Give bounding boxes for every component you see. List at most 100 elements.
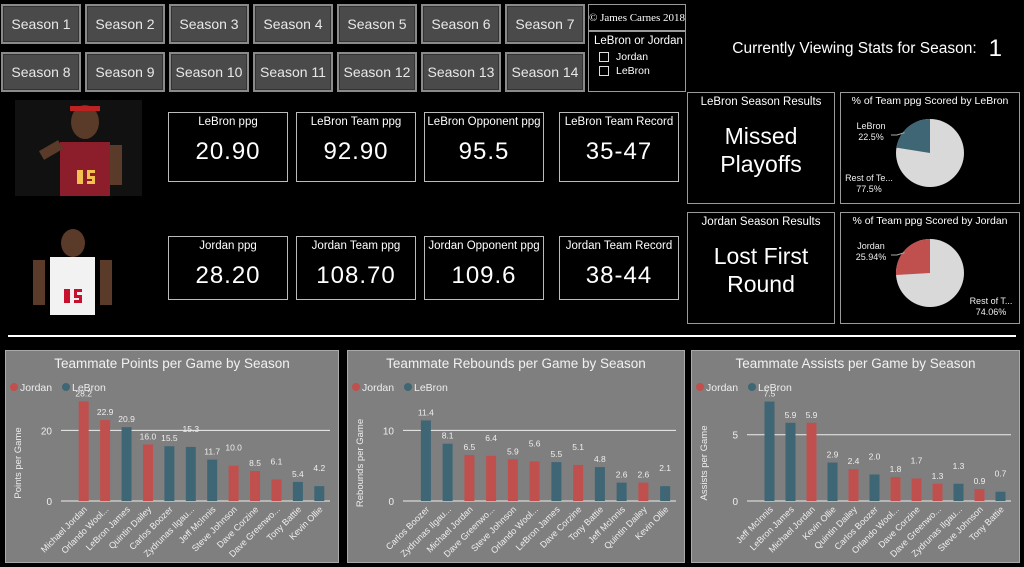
jordan-photo — [15, 225, 130, 315]
bar-lebron — [869, 474, 880, 501]
legend-label: Jordan — [20, 382, 52, 394]
data-label: 20.9 — [118, 414, 135, 424]
season-button-12[interactable]: Season 12 — [337, 52, 417, 92]
season-button-10[interactable]: Season 10 — [169, 52, 249, 92]
jordan-stat-card: Jordan ppg 28.20 — [168, 236, 288, 300]
legend-marker-jordan — [696, 383, 704, 391]
lebron-pie-card: % of Team ppg Scored by LeBron LeBron 22.… — [840, 92, 1020, 204]
points-chart: Teammate Points per Game by Season Jordan… — [5, 350, 339, 563]
stat-label: Jordan Opponent ppg — [428, 240, 540, 252]
bar-jordan — [250, 470, 261, 501]
data-label: 5.9 — [806, 410, 818, 420]
legend-label: LeBron — [758, 382, 792, 394]
bar-lebron — [995, 491, 1006, 501]
season-button-11[interactable]: Season 11 — [253, 52, 333, 92]
data-label: 1.3 — [953, 461, 965, 471]
season-button-14[interactable]: Season 14 — [505, 52, 585, 92]
season-button-13[interactable]: Season 13 — [421, 52, 501, 92]
stat-value: 92.90 — [323, 138, 389, 165]
y-tick-label: 0 — [388, 497, 394, 508]
stat-value: 95.5 — [458, 138, 510, 165]
data-label: 0.7 — [995, 469, 1007, 479]
bar-jordan — [890, 477, 901, 501]
legend-label: LeBron — [72, 382, 106, 394]
season-button-3[interactable]: Season 3 — [169, 4, 249, 44]
data-label: 6.4 — [485, 433, 497, 443]
lebron-stat-card: LeBron ppg 20.90 — [168, 112, 288, 182]
lebron-pie-title: % of Team ppg Scored by LeBron — [851, 95, 1009, 107]
checkbox-icon[interactable] — [599, 66, 609, 76]
pie-rest-pct: 77.5% — [856, 184, 882, 194]
legend-marker-lebron — [404, 383, 412, 391]
stat-value: 20.90 — [195, 138, 261, 165]
bar-jordan — [228, 465, 239, 501]
header: Currently Viewing Stats for Season: 1 — [690, 32, 1002, 66]
checkbox-jordan[interactable]: Jordan — [599, 50, 685, 64]
chart-title: Teammate Assists per Game by Season — [735, 356, 975, 371]
data-label: 1.7 — [911, 455, 923, 465]
bar-lebron — [121, 427, 132, 501]
copyright-text: © James Carnes 2018 — [588, 11, 686, 24]
checkbox-lebron[interactable]: LeBron — [599, 64, 685, 78]
pie-player-pct: 25.94% — [856, 252, 887, 262]
pie-leader-line — [891, 252, 905, 256]
player-toggle: LeBron or Jordan Jordan LeBron — [588, 31, 686, 92]
data-label: 16.0 — [140, 431, 157, 441]
data-label: 5.9 — [507, 446, 519, 456]
bar-jordan — [806, 422, 817, 501]
bar-lebron — [953, 483, 964, 501]
y-tick-label: 10 — [383, 426, 395, 437]
bar-jordan — [142, 444, 153, 501]
pie-slice-lebron — [896, 119, 930, 153]
season-button-8[interactable]: Season 8 — [1, 52, 81, 92]
bar-lebron — [442, 443, 453, 501]
season-button-7[interactable]: Season 7 — [505, 4, 585, 44]
season-button-1[interactable]: Season 1 — [1, 4, 81, 44]
data-label: 5.5 — [550, 449, 562, 459]
y-tick-label: 0 — [732, 497, 738, 508]
data-label: 2.6 — [637, 470, 649, 480]
bar-jordan — [78, 401, 89, 501]
bar-lebron — [551, 462, 562, 501]
data-label: 8.5 — [249, 458, 261, 468]
season-button-4[interactable]: Season 4 — [253, 4, 333, 44]
lebron-stat-card: LeBron Team Record 35-47 — [559, 112, 679, 182]
stat-label: Jordan ppg — [199, 240, 257, 252]
bar-jordan — [848, 469, 859, 501]
jordan-pie-card: % of Team ppg Scored by Jordan Jordan 25.… — [840, 212, 1020, 324]
jordan-stat-card: Jordan Team Record 38-44 — [559, 236, 679, 300]
stat-value: 38-44 — [585, 262, 653, 289]
bar-jordan — [271, 479, 282, 501]
lebron-results-title: LeBron Season Results — [700, 96, 822, 108]
data-label: 15.3 — [183, 424, 200, 434]
stat-label: LeBron ppg — [198, 116, 258, 128]
bar-lebron — [292, 481, 303, 501]
y-tick-label: 20 — [41, 426, 53, 437]
bar-jordan — [974, 489, 985, 501]
y-axis-label: Points per Game — [13, 427, 24, 498]
y-tick-label: 5 — [732, 431, 738, 442]
season-button-9[interactable]: Season 9 — [85, 52, 165, 92]
pie-rest-label: Rest of T... — [970, 296, 1013, 306]
legend-label: Jordan — [362, 382, 394, 394]
season-button-5[interactable]: Season 5 — [337, 4, 417, 44]
pie-rest-label: Rest of Te... — [845, 173, 893, 183]
data-label: 4.2 — [313, 463, 325, 473]
bar-jordan — [464, 455, 475, 501]
bar-jordan — [573, 464, 584, 501]
season-button-2[interactable]: Season 2 — [85, 4, 165, 44]
rebounds-chart: Teammate Rebounds per Game by Season Jord… — [347, 350, 685, 563]
pie-player-label: LeBron — [856, 121, 885, 131]
bar-jordan — [529, 461, 540, 501]
pie-player-label: Jordan — [857, 241, 885, 251]
checkbox-icon[interactable] — [599, 52, 609, 62]
bar-lebron — [594, 467, 605, 501]
checkbox-label: LeBron — [616, 65, 650, 77]
lebron-stat-card: LeBron Opponent ppg 95.5 — [424, 112, 544, 182]
legend-label: LeBron — [414, 382, 448, 394]
data-label: 15.5 — [161, 433, 178, 443]
season-button-6[interactable]: Season 6 — [421, 4, 501, 44]
bar-lebron — [764, 401, 775, 501]
bar-lebron — [660, 486, 671, 501]
